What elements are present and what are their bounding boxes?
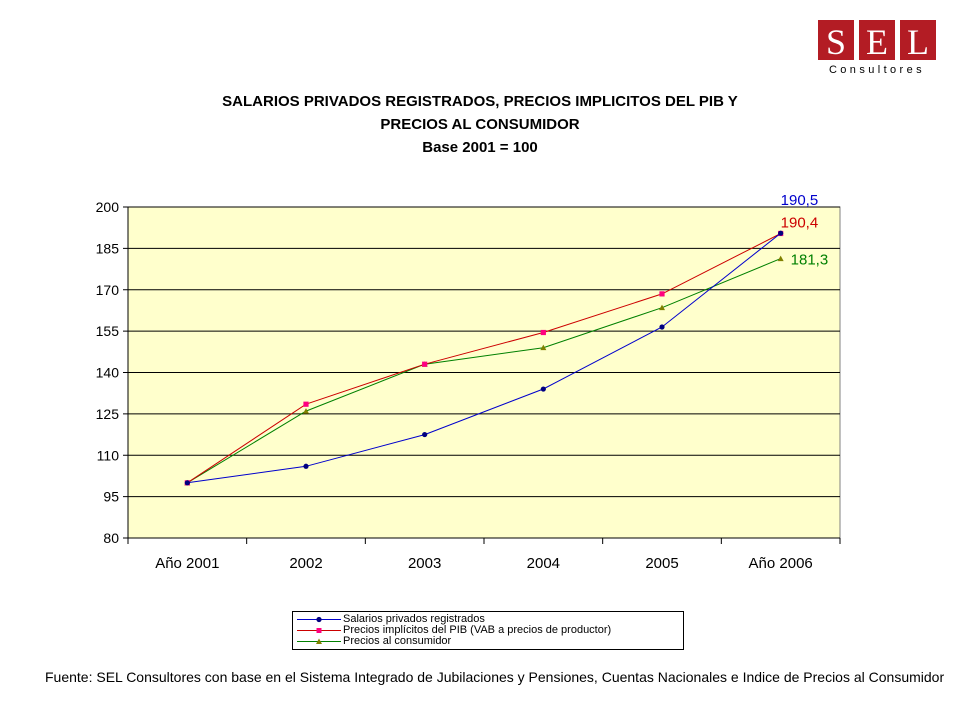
- logo-letter-s: S: [826, 22, 846, 62]
- data-point: [778, 230, 784, 236]
- source-note: Fuente: SEL Consultores con base en el S…: [45, 669, 945, 685]
- data-point: [422, 361, 428, 367]
- legend-label-consumidor: Precios al consumidor: [343, 635, 452, 647]
- labels-layer: 80 95 110 125 140 155 170 185 200 Año 2001 2002 200…: [96, 192, 829, 572]
- legend-marker-square: [297, 628, 341, 633]
- data-point: [184, 480, 190, 486]
- data-point: [540, 386, 546, 392]
- x-tick-label: Año 2001: [155, 555, 219, 572]
- chart-title-line1: SALARIOS PRIVADOS REGISTRADOS, PRECIOS I…: [222, 93, 738, 110]
- y-tick-label: 125: [96, 406, 120, 422]
- series-line: [187, 232, 782, 484]
- data-point: [659, 304, 665, 311]
- legend-marker-triangle: [297, 638, 341, 644]
- series-layer: [184, 230, 784, 486]
- logo-block-l: [900, 20, 936, 60]
- data-point: [422, 431, 428, 438]
- x-tick-label: 2004: [527, 555, 560, 572]
- gridlines: [128, 206, 840, 498]
- data-point: [777, 255, 784, 262]
- line-chart: 80 95 110 125 140 155 170 185 200 Año 2001 2002 200…: [96, 192, 841, 572]
- legend-item-salarios: Salarios privados registrados: [293, 613, 683, 625]
- series-line: [187, 258, 781, 484]
- end-label: 181,3: [791, 252, 829, 269]
- logo-block-e: [859, 20, 895, 60]
- y-tick-label: 80: [103, 530, 119, 546]
- logo-letter-l: L: [907, 22, 929, 62]
- y-tick-label: 140: [96, 365, 120, 381]
- end-label: 190,4: [781, 214, 819, 231]
- x-tick-label: 2003: [408, 555, 441, 572]
- y-tick-label: 155: [96, 323, 120, 339]
- data-point: [540, 344, 547, 351]
- chart-legend: Salarios privados registrados Precios im…: [292, 611, 684, 650]
- legend-label-salarios: Salarios privados registrados: [343, 613, 485, 625]
- data-point: [659, 291, 665, 297]
- data-point: [659, 324, 665, 330]
- series-line: [187, 233, 781, 484]
- series-0: [184, 230, 784, 486]
- y-tick-label: 110: [97, 447, 120, 463]
- chart-subtitle: Base 2001 = 100: [422, 139, 538, 156]
- y-tick-label: 95: [103, 489, 119, 505]
- axes: [123, 206, 841, 544]
- y-tick-label: 200: [96, 199, 120, 215]
- chart-title-line2: PRECIOS AL CONSUMIDOR: [380, 116, 580, 133]
- legend-label-pib: Precios implícitos del PIB (VAB a precio…: [343, 624, 612, 636]
- legend-item-pib: Precios implícitos del PIB (VAB a precio…: [293, 624, 683, 636]
- data-point: [303, 408, 309, 414]
- logo-subtitle: Consultores: [829, 64, 925, 76]
- sel-consultores-logo: S E L Consultores: [818, 20, 936, 76]
- y-tick-label: 185: [96, 240, 120, 256]
- logo-letter-e: E: [866, 22, 888, 62]
- data-point: [303, 463, 309, 469]
- x-tick-label: 2005: [645, 555, 678, 572]
- x-tick-label: 2002: [289, 555, 322, 572]
- end-label: 190,5: [781, 192, 819, 209]
- data-point: [540, 329, 546, 336]
- legend-marker-circle: [297, 616, 341, 623]
- x-tick-label: Año 2006: [749, 555, 813, 572]
- y-tick-label: 170: [96, 282, 120, 298]
- logo-block-s: [818, 20, 854, 60]
- data-point: [303, 401, 309, 407]
- legend-item-consumidor: Precios al consumidor: [293, 635, 683, 647]
